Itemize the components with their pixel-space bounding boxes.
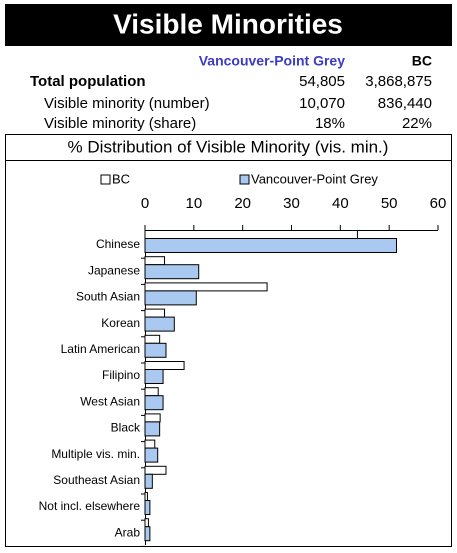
- bar: [144, 492, 148, 501]
- y-tick-label: Chinese: [96, 237, 140, 251]
- cell: 10,070: [299, 95, 345, 112]
- y-tick-label: Filipino: [102, 368, 140, 382]
- page-title: Visible Minorities: [113, 8, 343, 39]
- title-bar: [5, 4, 452, 46]
- y-tick-label: Multiple vis. min.: [51, 447, 140, 461]
- bar: [144, 342, 167, 358]
- bar: [144, 290, 197, 306]
- x-tick-label: 20: [234, 195, 251, 212]
- bar: [144, 369, 164, 384]
- y-tick-label: Latin American: [61, 342, 140, 356]
- x-tick-label: 0: [141, 195, 149, 212]
- bar: [144, 282, 268, 292]
- bar: [144, 421, 161, 437]
- bar: [144, 230, 358, 239]
- chart-title: % Distribution of Visible Minority (vis.…: [68, 137, 389, 156]
- y-tick-label: South Asian: [76, 290, 140, 304]
- cell: 22%: [402, 115, 432, 132]
- legend-swatch: [100, 174, 111, 185]
- legend-label: Vancouver-Point Grey: [251, 171, 378, 186]
- y-tick-label: West Asian: [80, 394, 140, 408]
- x-tick-label: 50: [381, 195, 398, 212]
- bar: [144, 256, 166, 266]
- x-tick-label: 30: [283, 195, 300, 212]
- y-tick-label: Black: [111, 421, 141, 435]
- cell: 18%: [315, 115, 345, 132]
- column-header: BC: [412, 53, 432, 69]
- bar: [144, 526, 151, 542]
- row-label: Visible minority (number): [44, 95, 210, 112]
- x-tick-label: 60: [430, 195, 447, 212]
- bar: [144, 361, 185, 370]
- bar: [144, 395, 164, 411]
- x-tick-label: 10: [185, 195, 202, 212]
- y-tick-label: Southeast Asian: [53, 473, 140, 487]
- bar: [144, 413, 161, 423]
- bar: [144, 238, 397, 253]
- legend-swatch: [239, 174, 250, 185]
- legend-label: BC: [112, 171, 130, 186]
- y-tick-label: Japanese: [88, 263, 140, 277]
- bar: [144, 334, 161, 344]
- row-label: Total population: [30, 73, 146, 90]
- chart-frame: [5, 160, 452, 547]
- bar: [144, 316, 175, 332]
- row-label: Visible minority (share): [44, 115, 196, 132]
- bar: [144, 447, 159, 463]
- bar: [144, 500, 151, 515]
- y-tick-label: Not incl. elsewhere: [39, 499, 141, 513]
- y-tick-label: Korean: [101, 316, 140, 330]
- bar: [144, 518, 149, 528]
- bar: [144, 264, 200, 280]
- bar: [144, 465, 167, 475]
- cell: 54,805: [299, 73, 345, 90]
- bar: [144, 308, 166, 318]
- bar: [144, 387, 159, 397]
- bar: [144, 473, 153, 489]
- y-tick-label: Arab: [115, 525, 141, 539]
- bar: [144, 439, 156, 449]
- cell: 3,868,875: [365, 73, 432, 90]
- column-header: Vancouver-Point Grey: [199, 53, 345, 69]
- x-tick-label: 40: [332, 195, 349, 212]
- cell: 836,440: [378, 95, 432, 112]
